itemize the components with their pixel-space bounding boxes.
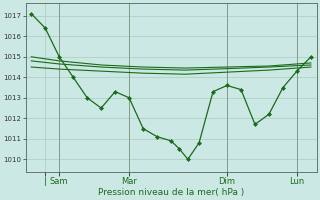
- X-axis label: Pression niveau de la mer( hPa ): Pression niveau de la mer( hPa ): [98, 188, 244, 197]
